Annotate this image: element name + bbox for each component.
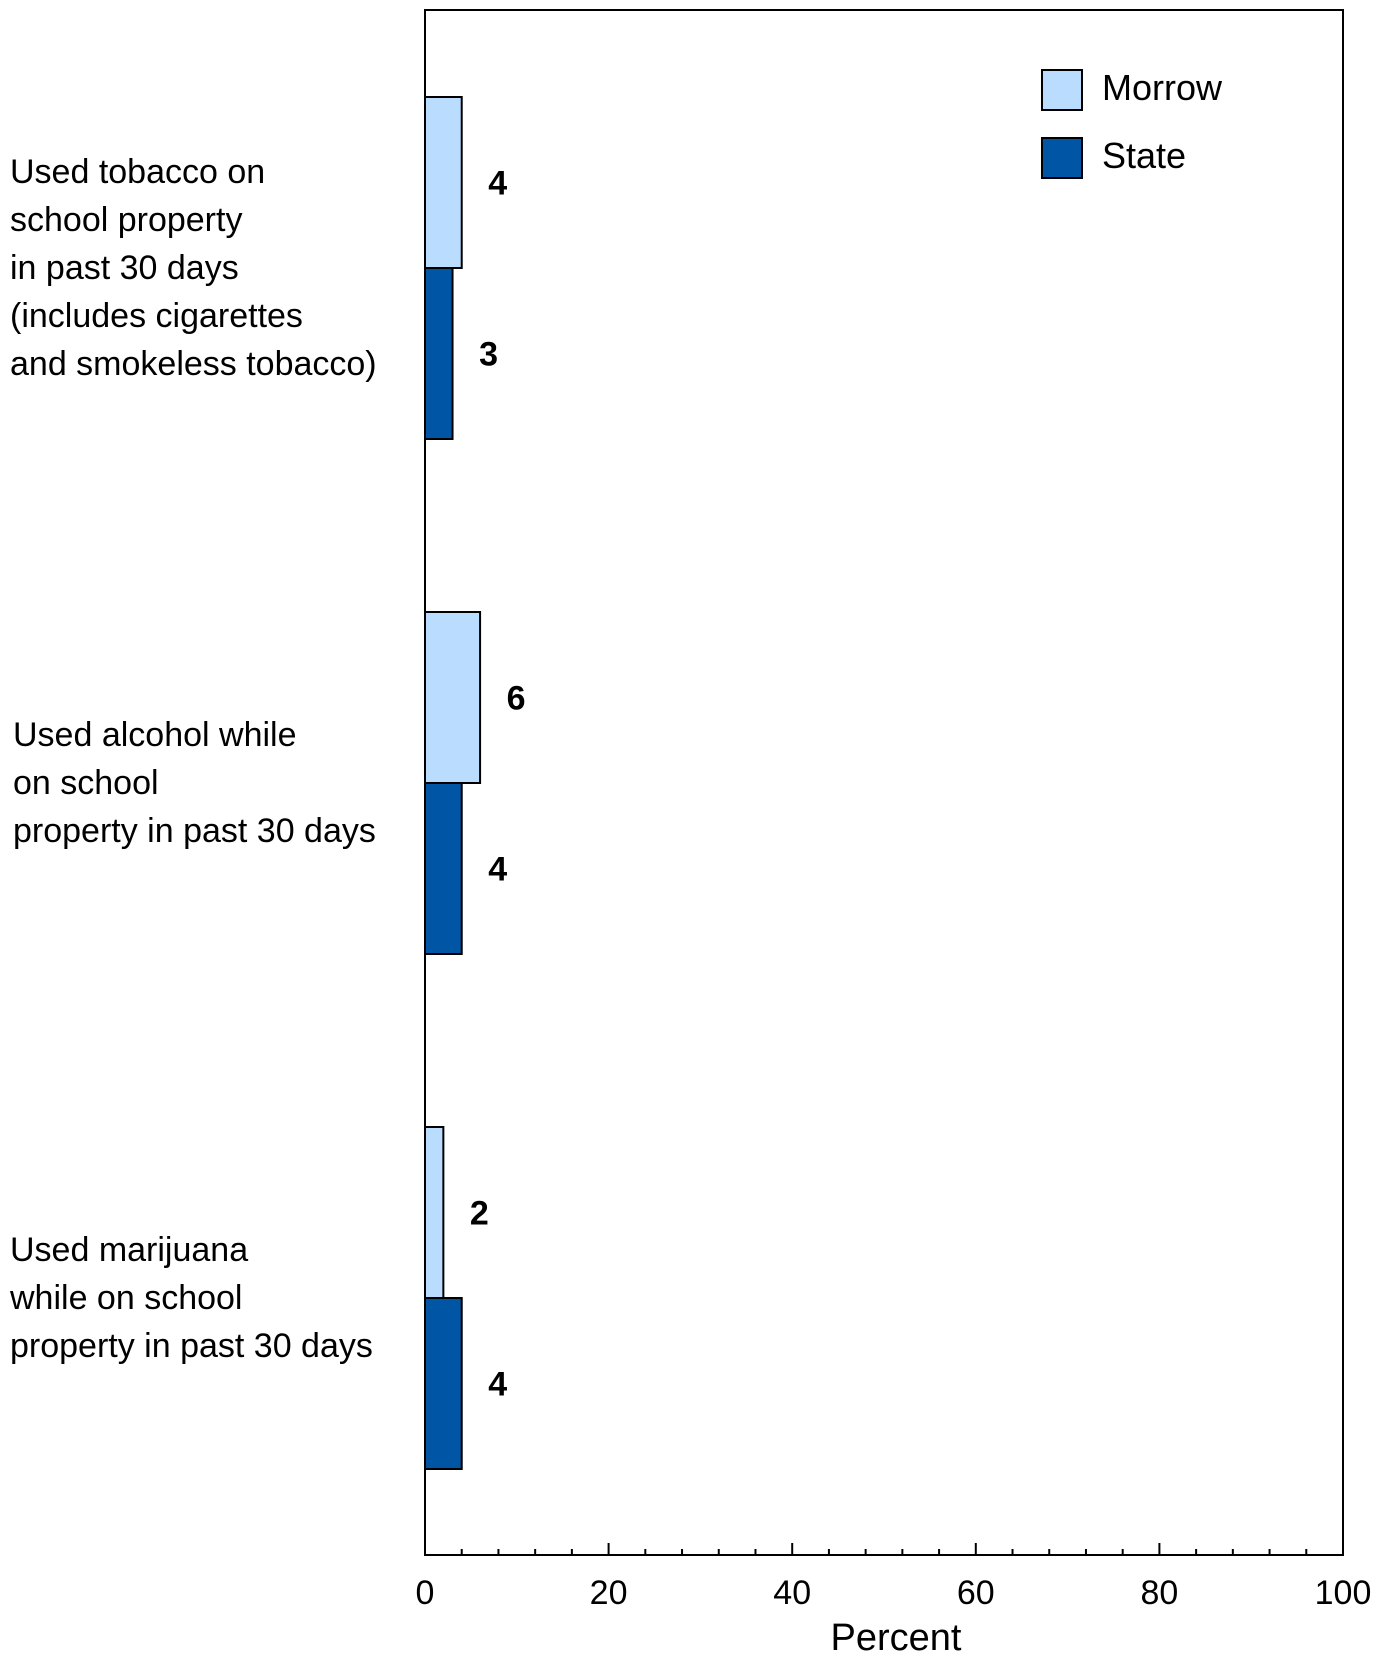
- x-tick-label: 20: [590, 1574, 628, 1612]
- bar-state: [424, 782, 463, 955]
- category-label-line: Used tobacco on: [10, 153, 265, 191]
- x-axis-ticks: [424, 1543, 1344, 1555]
- legend-label-morrow: Morrow: [1102, 67, 1223, 108]
- category-label-line: property in past 30 days: [10, 1327, 373, 1365]
- value-label-state: 4: [488, 851, 507, 889]
- x-tick-label: 80: [1140, 1574, 1178, 1612]
- legend: Morrow State: [1041, 67, 1223, 179]
- value-label-state: 3: [479, 336, 498, 374]
- x-tick-label: 60: [957, 1574, 995, 1612]
- legend-swatch-morrow: [1041, 69, 1083, 111]
- bars: [424, 96, 482, 1470]
- bar-morrow: [424, 96, 463, 269]
- bar-morrow: [424, 611, 482, 784]
- legend-label-state: State: [1102, 135, 1186, 176]
- category-label-line: Used marijuana: [10, 1231, 248, 1269]
- category-label-line: in past 30 days: [10, 249, 239, 287]
- category-labels: Used tobacco on school property in past 30…: [9, 153, 377, 1365]
- category-label-line: school property: [10, 201, 242, 239]
- bar-state: [424, 1297, 463, 1470]
- x-tick-label: 0: [416, 1574, 435, 1612]
- category-label-line: Used alcohol while: [13, 716, 297, 754]
- value-label-state: 4: [488, 1366, 507, 1404]
- value-labels: 4 3 6 4 2 4: [470, 165, 526, 1404]
- x-axis-title: Percent: [831, 1617, 962, 1657]
- value-label-morrow: 4: [488, 165, 507, 203]
- legend-swatch-state: [1041, 137, 1083, 179]
- value-label-morrow: 6: [507, 680, 526, 718]
- category-label-line: on school: [13, 764, 159, 802]
- category-label-line: and smokeless tobacco): [10, 345, 377, 383]
- category-label-line: property in past 30 days: [13, 812, 376, 850]
- x-tick-label: 40: [773, 1574, 811, 1612]
- category-label-line: (includes cigarettes: [10, 297, 303, 335]
- x-axis-tick-labels: 0 20 40 60 80 100: [416, 1574, 1372, 1612]
- category-label-line: while on school: [9, 1279, 242, 1317]
- bar-morrow: [424, 1126, 445, 1299]
- x-tick-label: 100: [1315, 1574, 1372, 1612]
- bar-state: [424, 267, 454, 440]
- value-label-morrow: 2: [470, 1195, 489, 1233]
- plot-frame: [424, 9, 1344, 1556]
